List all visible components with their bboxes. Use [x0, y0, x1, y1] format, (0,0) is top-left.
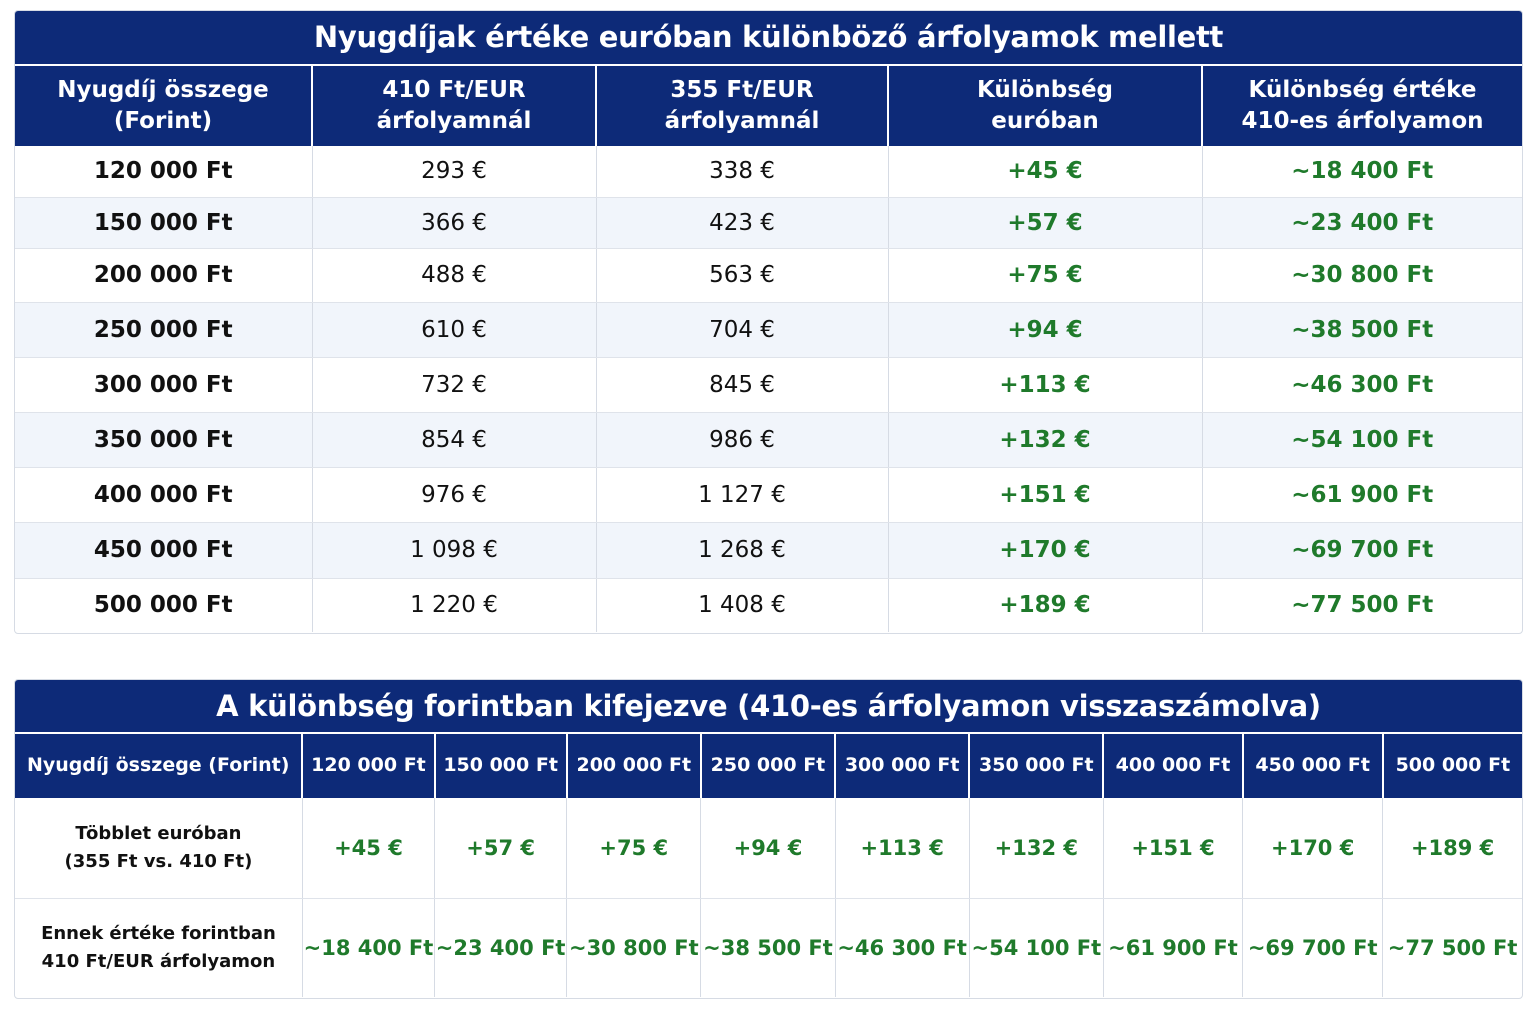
surplus-eur-cell: +57 €	[434, 798, 568, 899]
difference-huf-cell: ~54 100 Ft	[1202, 412, 1522, 468]
table2-header-row: Nyugdíj összege (Forint) 120 000 Ft 150 …	[15, 734, 1522, 798]
table-row: 450 000 Ft 1 098 € 1 268 € +170 € ~69 70…	[15, 522, 1522, 579]
pension-amount-cell: 250 000 Ft	[15, 302, 313, 358]
value-huf-cell: ~61 900 Ft	[1103, 898, 1244, 997]
eur-355-cell: 1 408 €	[596, 578, 889, 632]
header-column: 400 000 Ft	[1103, 734, 1244, 798]
eur-410-cell: 366 €	[312, 197, 597, 249]
header-column: 120 000 Ft	[302, 734, 436, 798]
value-huf-cell: ~77 500 Ft	[1387, 936, 1518, 960]
difference-eur-cell: +113 €	[888, 357, 1203, 413]
table-row: 200 000 Ft 488 € 563 € +75 € ~30 800 Ft	[15, 248, 1522, 303]
header-difference-eur: Különbség euróban	[888, 66, 1203, 146]
surplus-eur-cell: +75 €	[566, 798, 702, 899]
difference-huf-table-panel: A különbség forintban kifejezve (410-es …	[14, 679, 1523, 999]
eur-410-cell: 610 €	[312, 302, 597, 358]
table-row: 400 000 Ft 976 € 1 127 € +151 € ~61 900 …	[15, 467, 1522, 523]
surplus-eur-cell: +189 €	[1382, 798, 1522, 899]
value-huf-cell: ~69 700 Ft	[1242, 898, 1384, 997]
surplus-eur-cell: +94 €	[700, 798, 836, 899]
difference-huf-cell: ~61 900 Ft	[1202, 467, 1522, 523]
pension-amount-cell: 300 000 Ft	[15, 357, 313, 413]
eur-410-cell: 293 €	[312, 146, 597, 198]
eur-355-cell: 845 €	[596, 357, 889, 413]
difference-huf-cell: ~30 800 Ft	[1202, 248, 1522, 303]
difference-huf-cell: ~23 400 Ft	[1202, 197, 1522, 249]
header-column: 150 000 Ft	[434, 734, 568, 798]
eur-355-cell: 563 €	[596, 248, 889, 303]
header-column: 250 000 Ft	[700, 734, 837, 798]
table2-title: A különbség forintban kifejezve (410-es …	[15, 680, 1522, 734]
table-row: 300 000 Ft 732 € 845 € +113 € ~46 300 Ft	[15, 357, 1522, 413]
surplus-eur-cell: +132 €	[969, 798, 1104, 899]
eur-410-cell: 1 220 €	[312, 578, 597, 632]
table-row: 250 000 Ft 610 € 704 € +94 € ~38 500 Ft	[15, 302, 1522, 358]
value-huf-cell: ~18 400 Ft	[302, 898, 436, 997]
table1-header-row: Nyugdíj összege (Forint) 410 Ft/EUR árfoly…	[15, 66, 1522, 146]
table-row: 500 000 Ft 1 220 € 1 408 € +189 € ~77 50…	[15, 578, 1522, 632]
header-column: 300 000 Ft	[835, 734, 971, 798]
row-label-surplus-eur: Többlet euróban (355 Ft vs. 410 Ft)	[15, 798, 303, 899]
table-row: Többlet euróban (355 Ft vs. 410 Ft) +45 €…	[15, 798, 1522, 899]
eur-355-cell: 986 €	[596, 412, 889, 468]
pension-amount-cell: 500 000 Ft	[15, 578, 313, 632]
header-difference-huf: Különbség értéke 410-es árfolyamon	[1202, 66, 1522, 146]
eur-355-cell: 1 127 €	[596, 467, 889, 523]
value-huf-cell: ~46 300 Ft	[835, 898, 970, 997]
value-huf-cell: ~30 800 Ft	[566, 898, 702, 997]
eur-410-cell: 732 €	[312, 357, 597, 413]
difference-huf-cell: ~69 700 Ft	[1202, 522, 1522, 579]
table-row: 350 000 Ft 854 € 986 € +132 € ~54 100 Ft	[15, 412, 1522, 468]
pension-amount-cell: 150 000 Ft	[15, 197, 313, 249]
table-row: Ennek értéke forintban 410 Ft/EUR árfolya…	[15, 898, 1522, 997]
header-column: 450 000 Ft	[1242, 734, 1384, 798]
header-eur-at-355: 355 Ft/EUR árfolyamnál	[596, 66, 889, 146]
eur-410-cell: 488 €	[312, 248, 597, 303]
difference-huf-cell: ~46 300 Ft	[1202, 357, 1522, 413]
difference-eur-cell: +45 €	[888, 146, 1203, 198]
pension-amount-cell: 400 000 Ft	[15, 467, 313, 523]
eur-355-cell: 338 €	[596, 146, 889, 198]
difference-eur-cell: +170 €	[888, 522, 1203, 579]
eur-410-cell: 1 098 €	[312, 522, 597, 579]
pension-eur-table: Nyugdíj összege (Forint) 410 Ft/EUR árfoly…	[15, 66, 1522, 632]
value-huf-cell: ~54 100 Ft	[969, 898, 1104, 997]
eur-355-cell: 704 €	[596, 302, 889, 358]
pension-amount-cell: 450 000 Ft	[15, 522, 313, 579]
difference-eur-cell: +189 €	[888, 578, 1203, 632]
pension-amount-cell: 120 000 Ft	[15, 146, 313, 198]
header-pension-amount: Nyugdíj összege (Forint)	[15, 66, 313, 146]
difference-eur-cell: +132 €	[888, 412, 1203, 468]
header-column: 500 000 Ft	[1382, 734, 1522, 798]
header-eur-at-410: 410 Ft/EUR árfolyamnál	[312, 66, 597, 146]
table-row: 150 000 Ft 366 € 423 € +57 € ~23 400 Ft	[15, 197, 1522, 249]
surplus-eur-cell: +45 €	[302, 798, 436, 899]
table-row: 120 000 Ft 293 € 338 € +45 € ~18 400 Ft	[15, 146, 1522, 198]
difference-eur-cell: +94 €	[888, 302, 1203, 358]
eur-410-cell: 976 €	[312, 467, 597, 523]
surplus-eur-cell: +113 €	[835, 798, 970, 899]
difference-huf-cell: ~77 500 Ft	[1291, 592, 1434, 619]
difference-eur-cell: +151 €	[888, 467, 1203, 523]
eur-355-cell: 1 268 €	[596, 522, 889, 579]
eur-410-cell: 854 €	[312, 412, 597, 468]
value-huf-cell: ~23 400 Ft	[434, 898, 568, 997]
pension-amount-cell: 350 000 Ft	[15, 412, 313, 468]
table1-title: Nyugdíjak értéke euróban különböző árfol…	[15, 11, 1522, 66]
header-pension-amount: Nyugdíj összege (Forint)	[15, 734, 304, 798]
difference-eur-cell: +57 €	[888, 197, 1203, 249]
surplus-eur-cell: +151 €	[1103, 798, 1244, 899]
row-label-value-huf: Ennek értéke forintban 410 Ft/EUR árfolya…	[15, 898, 303, 997]
header-column: 350 000 Ft	[969, 734, 1105, 798]
difference-huf-table: Nyugdíj összege (Forint) 120 000 Ft 150 …	[15, 734, 1522, 997]
difference-huf-cell: ~38 500 Ft	[1202, 302, 1522, 358]
header-column: 200 000 Ft	[566, 734, 702, 798]
value-huf-cell: ~38 500 Ft	[700, 898, 836, 997]
difference-huf-cell: ~18 400 Ft	[1202, 146, 1522, 198]
pension-eur-table-panel: Nyugdíjak értéke euróban különböző árfol…	[14, 10, 1523, 634]
eur-355-cell: 423 €	[596, 197, 889, 249]
surplus-eur-cell: +170 €	[1242, 798, 1384, 899]
difference-eur-cell: +75 €	[888, 248, 1203, 303]
pension-amount-cell: 200 000 Ft	[15, 248, 313, 303]
